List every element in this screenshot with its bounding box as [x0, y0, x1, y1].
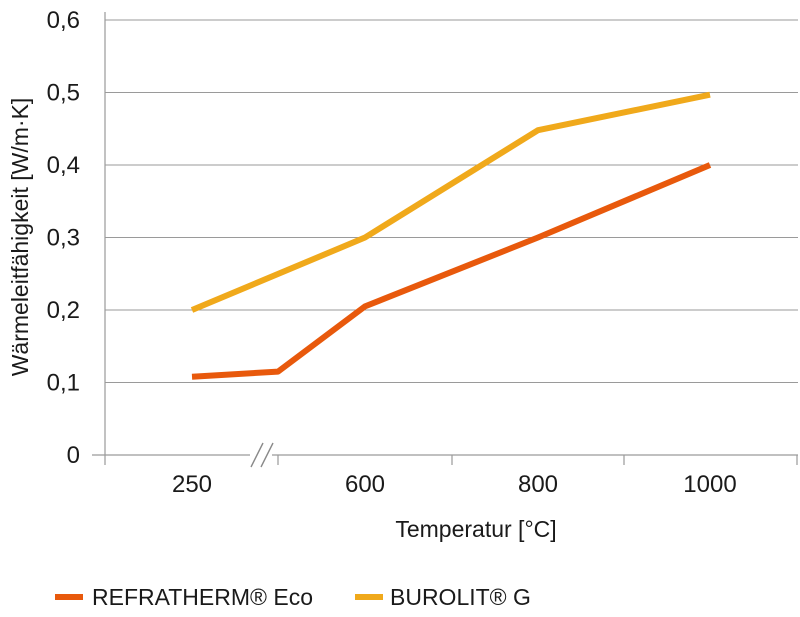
y-axis-title: Wärmeleitfähigkeit [W/m·K] [7, 98, 33, 377]
y-axis-ticks: 0 0,1 0,2 0,3 0,4 0,5 0,6 [47, 7, 80, 469]
x-tick-label: 250 [172, 471, 212, 498]
series-line-1 [192, 165, 710, 377]
y-tick-label: 0,6 [47, 7, 80, 34]
axis-break-mark [251, 443, 263, 467]
y-tick-label: 0 [67, 442, 80, 469]
y-tick-label: 0,5 [47, 80, 80, 107]
legend: REFRATHERM® Eco BUROLIT® G [55, 584, 531, 610]
legend-label: BUROLIT® G [390, 584, 531, 610]
x-tick-label: 800 [518, 471, 558, 498]
gridlines [105, 20, 798, 383]
x-axis-title: Temperatur [°C] [395, 516, 556, 542]
axes [92, 12, 798, 467]
y-tick-label: 0,2 [47, 297, 80, 324]
x-axis-ticks: 250 600 800 1000 [172, 471, 737, 498]
y-tick-label: 0,4 [47, 152, 80, 179]
x-tick-label: 1000 [683, 471, 736, 498]
y-tick-label: 0,3 [47, 225, 80, 252]
x-tick-label: 600 [345, 471, 385, 498]
legend-label: REFRATHERM® Eco [92, 584, 313, 610]
series-lines [192, 95, 710, 377]
series-line-2 [192, 95, 710, 310]
y-tick-label: 0,1 [47, 370, 80, 397]
axis-break-mark [261, 443, 273, 467]
